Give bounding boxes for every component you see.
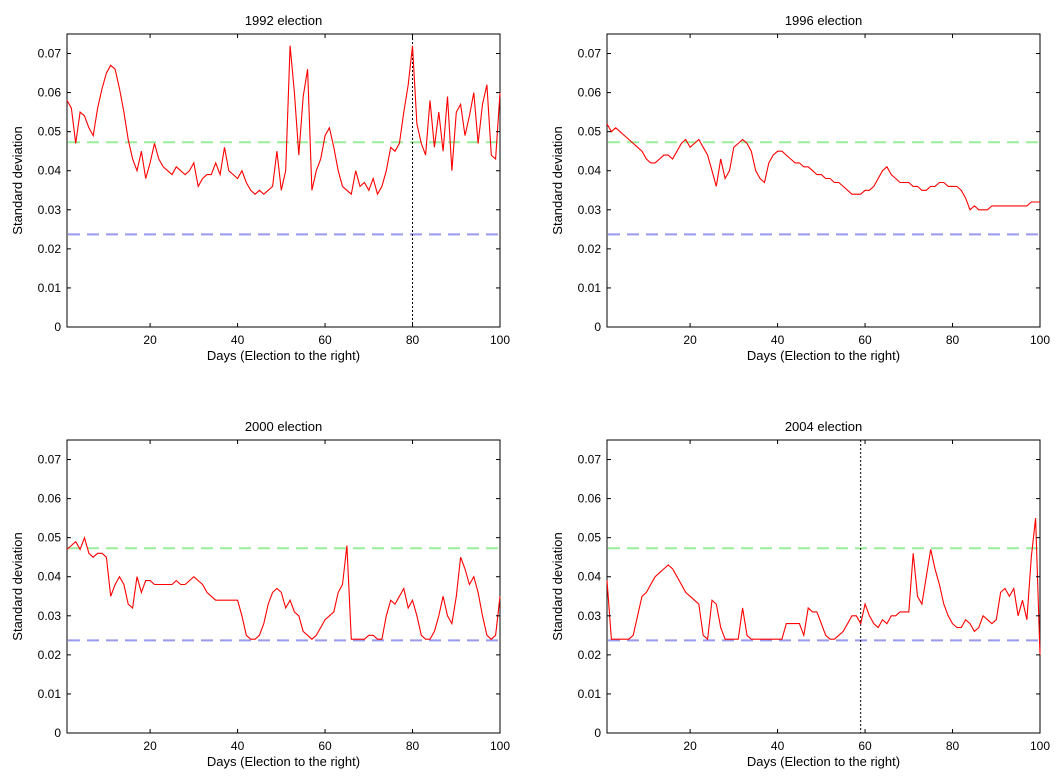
y-tick-label: 0 [54,726,61,740]
x-axis-label: Days (Election to the right) [207,348,360,363]
y-tick-label: 0.04 [38,164,62,178]
y-tick-label: 0.06 [578,492,602,506]
x-tick-label: 80 [406,739,420,753]
y-axis-label: Standard deviation [550,532,565,640]
y-tick-label: 0.03 [38,609,62,623]
x-tick-label: 60 [858,739,872,753]
y-tick-label: 0.05 [578,125,602,139]
chart-title: 1992 election [245,13,322,28]
y-tick-label: 0.05 [38,531,62,545]
y-tick-label: 0.01 [578,687,602,701]
chart-1996-election: 0 0.01 0.02 0.03 0.04 0.05 0.06 0.07 20 40 60 80 100… [550,13,1050,363]
y-tick-label: 0.03 [38,203,62,217]
x-axis-label: Days (Election to the right) [747,754,900,769]
y-tick-label: 0.06 [38,492,62,506]
y-tick-label: 0.03 [578,609,602,623]
y-tick-label: 0.07 [38,47,62,61]
x-tick-label: 20 [683,333,697,347]
y-tick-label: 0.01 [38,687,62,701]
axes-frame [66,439,501,734]
x-tick-label: 60 [318,333,332,347]
y-axis-label: Standard deviation [550,126,565,234]
y-tick-label: 0.04 [578,570,602,584]
y-tick-label: 0.02 [578,242,602,256]
y-tick-label: 0 [594,320,601,334]
y-tick-label: 0.05 [38,125,62,139]
y-tick-label: 0.02 [38,242,62,256]
x-tick-label: 60 [858,333,872,347]
series-line [66,535,501,640]
y-tick-label: 0.01 [38,281,62,295]
y-tick-label: 0.05 [578,531,602,545]
x-tick-label: 20 [683,739,697,753]
x-axis-label: Days (Election to the right) [747,348,900,363]
series-line [66,45,501,196]
y-axis-label: Standard deviation [10,532,25,640]
chart-title: 2000 election [245,419,322,434]
x-tick-label: 20 [143,333,157,347]
y-tick-label: 0 [54,320,61,334]
x-tick-label: 20 [143,739,157,753]
x-tick-label: 100 [490,333,510,347]
axes-frame [606,439,1041,734]
y-tick-label: 0.07 [38,453,62,467]
y-tick-label: 0.02 [578,648,602,662]
chart-1992-election: 0 0.01 0.02 0.03 0.04 0.05 0.06 0.07 20 40 60 80 100… [10,13,510,363]
y-tick-label: 0.04 [38,570,62,584]
y-tick-label: 0.07 [578,453,602,467]
chart-2004-election: 0 0.01 0.02 0.03 0.04 0.05 0.06 0.07 20 40 60 80 100… [550,419,1050,769]
x-tick-label: 100 [1030,333,1050,347]
x-tick-label: 40 [771,739,785,753]
y-tick-label: 0.06 [38,86,62,100]
x-tick-label: 40 [231,739,245,753]
x-tick-label: 80 [406,333,420,347]
x-tick-label: 40 [771,333,785,347]
x-tick-label: 100 [1030,739,1050,753]
x-tick-label: 80 [946,333,960,347]
x-tick-label: 80 [946,739,960,753]
y-tick-label: 0.03 [578,203,602,217]
y-axis-label: Standard deviation [10,126,25,234]
chart-title: 2004 election [785,419,862,434]
x-axis-label: Days (Election to the right) [207,754,360,769]
y-tick-label: 0.07 [578,47,602,61]
x-tick-label: 40 [231,333,245,347]
y-tick-label: 0.02 [38,648,62,662]
axes-frame [606,33,1041,328]
x-tick-label: 60 [318,739,332,753]
x-tick-label: 100 [490,739,510,753]
y-tick-label: 0.04 [578,164,602,178]
y-tick-label: 0.06 [578,86,602,100]
chart-title: 1996 election [785,13,862,28]
chart-2000-election: 0 0.01 0.02 0.03 0.04 0.05 0.06 0.07 20 40 60 80 100… [10,419,510,769]
y-tick-label: 0.01 [578,281,602,295]
y-tick-label: 0 [594,726,601,740]
series-line [606,518,1041,655]
series-line [606,123,1040,211]
